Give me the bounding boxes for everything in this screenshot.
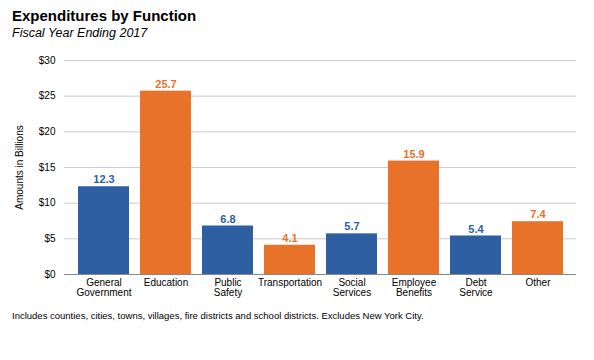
svg-text:12.3: 12.3 (93, 173, 114, 185)
svg-text:$0: $0 (44, 269, 56, 280)
svg-text:5.4: 5.4 (468, 223, 484, 235)
svg-text:7.4: 7.4 (530, 208, 546, 220)
html-text:Includes counties, cities, tow: Includes counties, cities, towns, villag… (12, 310, 424, 321)
svg-text:GeneralGovernment: GeneralGovernment (76, 277, 131, 298)
svg-text:Transportation: Transportation (258, 277, 322, 288)
svg-text:$10: $10 (39, 197, 56, 208)
svg-text:DebtService: DebtService (459, 277, 493, 298)
svg-text:6.8: 6.8 (220, 213, 235, 225)
svg-text:SocialServices: SocialServices (333, 277, 371, 298)
svg-text:$25: $25 (39, 90, 56, 101)
svg-text:EmployeeBenefits: EmployeeBenefits (392, 277, 437, 298)
svg-text:25.7: 25.7 (155, 78, 176, 90)
svg-text:$15: $15 (39, 162, 56, 173)
svg-text:$30: $30 (39, 55, 56, 66)
svg-text:Amounts in Billions: Amounts in Billions (14, 125, 25, 209)
html-text:Fiscal Year Ending 2017: Fiscal Year Ending 2017 (12, 26, 148, 40)
svg-text:Other: Other (525, 277, 551, 288)
html-text:Expenditures by Function: Expenditures by Function (12, 7, 197, 24)
svg-text:15.9: 15.9 (403, 148, 424, 160)
svg-text:$20: $20 (39, 126, 56, 137)
svg-text:5.7: 5.7 (344, 220, 359, 232)
svg-text:4.1: 4.1 (282, 232, 297, 244)
svg-text:$5: $5 (44, 233, 56, 244)
svg-text:Education: Education (144, 277, 188, 288)
svg-text:PublicSafety: PublicSafety (214, 277, 242, 298)
